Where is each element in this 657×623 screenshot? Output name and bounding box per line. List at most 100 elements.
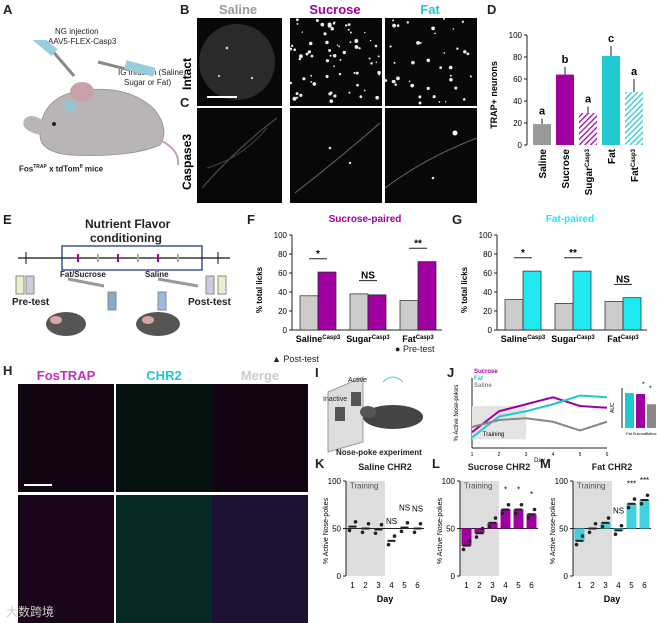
K-y-tick-label: 0	[337, 572, 342, 581]
K-sig-label: NS	[412, 504, 423, 513]
M-sig-label: ***	[640, 476, 649, 485]
M-bar	[639, 500, 650, 529]
K-mean-mark	[361, 527, 370, 530]
L-point	[487, 524, 492, 529]
K-point	[347, 528, 352, 533]
neuron-dot	[370, 62, 373, 65]
neuron-dot	[339, 58, 342, 61]
K-y-tick-label: 100	[328, 477, 342, 486]
neuron-dot	[310, 74, 313, 77]
micrograph-h-sucrose-chr2	[116, 495, 212, 623]
F-group-label: SugarCasp3	[346, 334, 390, 344]
j-inset-sig: *	[642, 382, 645, 389]
legend-pre-test: ● Pre-test	[395, 344, 435, 354]
neuron-dot	[410, 83, 415, 88]
j-y-label: % Active Nose-pokes	[454, 385, 460, 442]
L-x-label: Day	[491, 594, 508, 604]
F-group-sup: Casp3	[322, 335, 341, 341]
neuron-dot	[355, 71, 359, 75]
neuron-dot	[396, 24, 400, 27]
K-sig-label: NS	[386, 517, 397, 526]
row-header-saline-h: Saline	[2, 419, 16, 455]
mouse-illustration	[23, 40, 180, 166]
panel-letter-j: J	[447, 365, 455, 380]
neuron-dot	[328, 92, 332, 96]
d-bar	[556, 74, 574, 145]
j-legend-sucrose: Sucrose	[474, 369, 498, 375]
nose-poke-illustration	[327, 376, 423, 453]
F-title: Sucrose-paired	[329, 214, 402, 225]
G-y-tick-label: 0	[488, 326, 493, 335]
G-y-tick-label: 40	[483, 288, 492, 297]
micrograph-intact-fat	[385, 18, 477, 106]
chart-f-sucrose-paired: Sucrose-paired 0 20 40 60 80 100 % total licks *…	[255, 214, 442, 344]
col-header-merge: Merge	[240, 368, 280, 383]
G-group-sup: Casp3	[621, 335, 640, 341]
neuron-dot	[328, 49, 331, 52]
K-point	[386, 542, 391, 547]
col-header-sucrose: Sucrose	[309, 2, 361, 17]
neuron-dot	[438, 101, 441, 103]
L-mean-mark	[488, 521, 497, 524]
neuron-dot	[301, 31, 303, 33]
d-y-tick-label: 20	[513, 119, 522, 128]
neuron-dot	[456, 47, 459, 50]
F-bar-pre	[399, 300, 419, 331]
ng-injection-label: NG injection	[55, 27, 99, 36]
neuron-dot	[327, 22, 332, 27]
watermark: 大数跨境	[6, 605, 55, 619]
col-header-fat: Fat	[420, 2, 440, 17]
M-point	[632, 497, 637, 501]
panel-letter-a: A	[3, 2, 13, 17]
saline-syringe-label: Saline	[145, 270, 169, 279]
G-title: Fat-paired	[546, 214, 594, 225]
L-point	[500, 511, 505, 516]
chart-k-saline-chr2: Saline CHR2 Training 0 50 100 % Active Nose-p…	[323, 462, 424, 604]
K-x-tick-label: 6	[415, 581, 420, 590]
F-y-tick-label: 60	[278, 269, 287, 278]
K-mean-mark	[400, 526, 409, 529]
M-point	[593, 521, 598, 526]
neuron-dot	[448, 65, 453, 70]
F-group-sup: Casp3	[372, 335, 391, 341]
micrograph-h-saline-merge	[212, 384, 308, 492]
neuron-dot	[449, 77, 453, 82]
d-bar	[579, 113, 597, 145]
neuron-dot	[416, 40, 420, 45]
M-point	[626, 505, 631, 510]
d-sig-letter: a	[585, 94, 592, 106]
K-point	[373, 531, 378, 536]
neuron-dot	[469, 75, 472, 78]
M-point	[587, 530, 592, 535]
panel-letter-i: I	[315, 365, 319, 380]
j-x-tick-label: 2	[498, 452, 501, 458]
nfc-schematic	[15, 245, 230, 336]
neuron-dot	[332, 53, 337, 58]
col-header-chr2: CHR2	[146, 368, 182, 383]
M-point	[639, 502, 644, 506]
j-inset-category: Sucrose	[633, 431, 648, 436]
micrograph-h-sucrose-merge	[212, 495, 308, 623]
neuron-dot	[375, 61, 378, 63]
d-sig-letter: c	[608, 33, 614, 45]
G-sig-label: *	[521, 248, 525, 259]
neuron-dot	[443, 52, 446, 54]
F-group-sup: Casp3	[416, 335, 435, 341]
j-x-tick-label: 3	[525, 452, 528, 458]
M-x-tick-label: 5	[629, 581, 634, 590]
K-point	[366, 521, 371, 526]
K-point	[353, 520, 358, 524]
F-bar-post	[317, 271, 337, 331]
K-training-label: Training	[350, 482, 379, 491]
panel-letter-f: F	[247, 212, 255, 227]
micrograph-h-saline-fostrap	[18, 384, 114, 492]
neuron-dot	[449, 74, 452, 77]
M-x-tick-label: 1	[577, 581, 582, 590]
L-point	[461, 547, 466, 552]
col-header-fostrap: FosTRAP	[36, 368, 96, 383]
neuron-dot	[320, 22, 325, 27]
neuron-dot	[452, 28, 455, 30]
neuron-dot	[393, 61, 396, 64]
micrograph-caspase-sucrose	[290, 108, 382, 203]
d-sig-letter: a	[631, 66, 638, 78]
